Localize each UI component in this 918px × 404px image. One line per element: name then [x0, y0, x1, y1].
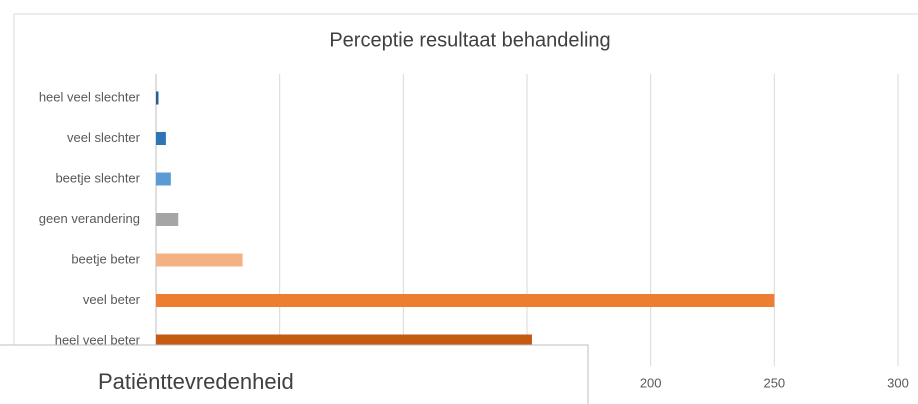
y-tick-label: geen verandering [39, 211, 140, 226]
bar [156, 294, 775, 307]
covering-panel [0, 344, 589, 404]
chart-title: Perceptie resultaat behandeling [329, 29, 610, 51]
bar [156, 253, 243, 267]
x-tick-label: 250 [763, 375, 785, 390]
y-tick-label: beetje slechter [55, 170, 140, 185]
bar [156, 172, 171, 186]
bar [156, 334, 532, 348]
y-tick-label: beetje beter [71, 251, 140, 266]
x-tick-label: 300 [887, 375, 909, 390]
covering-chart: Patiënttevredenheid [0, 344, 589, 404]
y-tick-label: veel beter [83, 292, 141, 307]
bar [156, 91, 159, 105]
x-tick-label: 200 [640, 375, 662, 390]
bar [156, 132, 166, 145]
y-tick-label: veel slechter [67, 130, 141, 145]
y-tick-label: heel veel beter [55, 332, 141, 347]
y-tick-label: heel veel slechter [39, 89, 141, 104]
covering-title: Patiënttevredenheid [98, 369, 294, 394]
bar [156, 213, 179, 226]
